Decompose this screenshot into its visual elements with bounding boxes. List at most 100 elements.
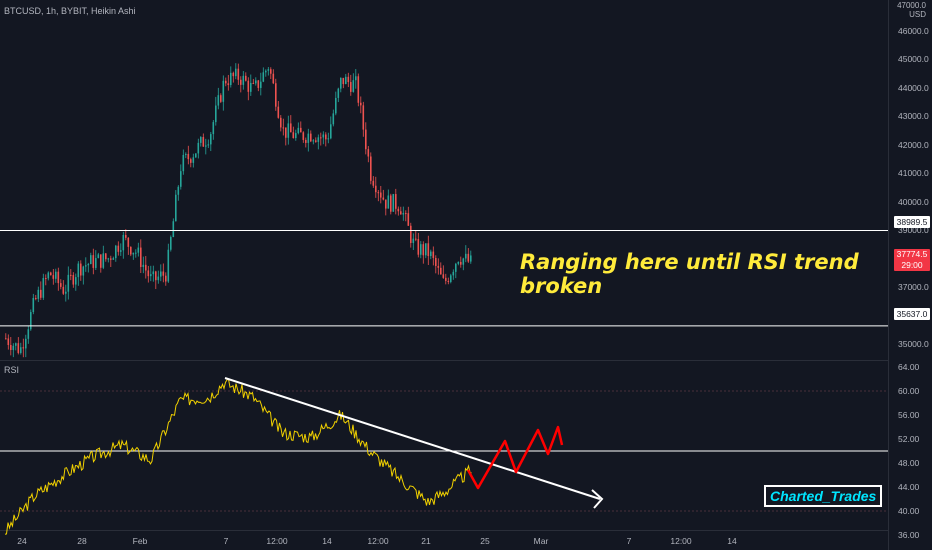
- candle-body: [37, 289, 40, 299]
- candle-body: [117, 245, 120, 252]
- candle-body: [70, 274, 72, 276]
- candle-body: [35, 297, 37, 299]
- rsi-tick-label: 56.00: [898, 410, 920, 420]
- candle-body: [365, 129, 367, 150]
- candle-body: [12, 345, 15, 351]
- time-tick-label: Feb: [132, 536, 148, 546]
- candle-body: [32, 297, 35, 313]
- candle-body: [325, 134, 327, 140]
- candle-body: [440, 267, 442, 275]
- candle-body: [157, 276, 160, 281]
- candle-body: [415, 238, 417, 240]
- candle-body: [432, 251, 435, 258]
- time-tick-label: 24: [17, 536, 27, 546]
- candle-body: [167, 249, 170, 282]
- candle-body: [57, 271, 60, 284]
- candle-body: [82, 266, 85, 276]
- candle-body: [255, 80, 257, 84]
- candle-body: [407, 213, 410, 226]
- symbol-label[interactable]: BTCUSD, 1h, BYBIT, Heikin Ashi: [4, 6, 136, 16]
- time-axis-border: [0, 530, 888, 531]
- candle-body: [55, 271, 57, 279]
- candle-body: [360, 102, 362, 106]
- candle-body: [285, 127, 287, 138]
- candle-body: [455, 263, 457, 272]
- candle-body: [280, 117, 282, 128]
- annotation-text[interactable]: Ranging here until RSI trend broken: [520, 250, 859, 298]
- candle-body: [340, 77, 342, 89]
- price-tick-label: 42000.0: [898, 139, 929, 150]
- candle-body: [250, 82, 252, 92]
- time-tick-label: 21: [421, 536, 431, 546]
- candle-body: [60, 283, 62, 287]
- candle-body: [30, 312, 32, 330]
- candle-body: [147, 270, 150, 277]
- candle-body: [322, 134, 325, 138]
- candle-body: [27, 329, 30, 339]
- candle-body: [225, 80, 227, 84]
- candle-body: [467, 253, 470, 262]
- candle-body: [237, 68, 240, 80]
- candle-body: [355, 76, 357, 81]
- price-tick-label: 43000.0: [898, 111, 929, 122]
- candle-body: [170, 237, 172, 250]
- candle-body: [85, 265, 87, 267]
- candle-body: [22, 347, 25, 349]
- candle-body: [265, 70, 267, 73]
- candle-body: [187, 153, 190, 160]
- price-axis-top-tick: 47000.0: [897, 1, 926, 10]
- candle-body: [470, 255, 472, 262]
- candle-body: [292, 132, 295, 139]
- candle-body: [122, 234, 125, 251]
- candle-body: [422, 244, 425, 256]
- candle-body: [162, 271, 165, 276]
- candle-body: [362, 105, 365, 130]
- candle-body: [425, 243, 427, 256]
- price-tick-label: 37000.0: [898, 282, 929, 293]
- candle-body: [297, 127, 300, 134]
- candle-body: [77, 263, 80, 278]
- rsi-tick-label: 48.00: [898, 458, 920, 468]
- candle-body: [270, 69, 272, 74]
- candle-body: [142, 264, 145, 267]
- candle-body: [165, 275, 167, 282]
- price-tick-label: 35000.0: [898, 339, 929, 349]
- candle-body: [245, 75, 247, 81]
- candle-body: [282, 127, 285, 129]
- candle-body: [310, 133, 312, 142]
- candle-body: [372, 180, 375, 186]
- candle-body: [87, 264, 90, 266]
- candle-body: [110, 258, 112, 260]
- candle-body: [220, 95, 222, 102]
- candle-body: [320, 137, 322, 139]
- candle-body: [347, 76, 350, 83]
- candle-body: [420, 244, 422, 255]
- candle-body: [252, 82, 255, 84]
- candle-body: [7, 338, 10, 345]
- candle-body: [395, 194, 397, 209]
- candle-body: [197, 142, 200, 154]
- candle-body: [160, 271, 162, 277]
- candle-body: [52, 275, 55, 279]
- candle-body: [400, 211, 402, 215]
- candle-body: [330, 124, 332, 139]
- price-tick-label: 40000.0: [898, 196, 929, 207]
- candle-body: [62, 286, 65, 294]
- candle-body: [175, 194, 177, 222]
- candle-body: [215, 105, 217, 123]
- rsi-label[interactable]: RSI: [4, 365, 20, 375]
- candle-body: [390, 195, 392, 212]
- candle-body: [202, 137, 205, 147]
- candle-body: [235, 68, 237, 77]
- candle-body: [212, 122, 215, 135]
- candle-body: [345, 76, 347, 85]
- candle-body: [275, 83, 277, 107]
- time-tick-label: 14: [322, 536, 332, 546]
- candle-body: [25, 338, 27, 349]
- candle-body: [412, 238, 415, 243]
- candle-body: [90, 255, 92, 265]
- candle-body: [410, 225, 412, 243]
- candle-body: [465, 253, 467, 259]
